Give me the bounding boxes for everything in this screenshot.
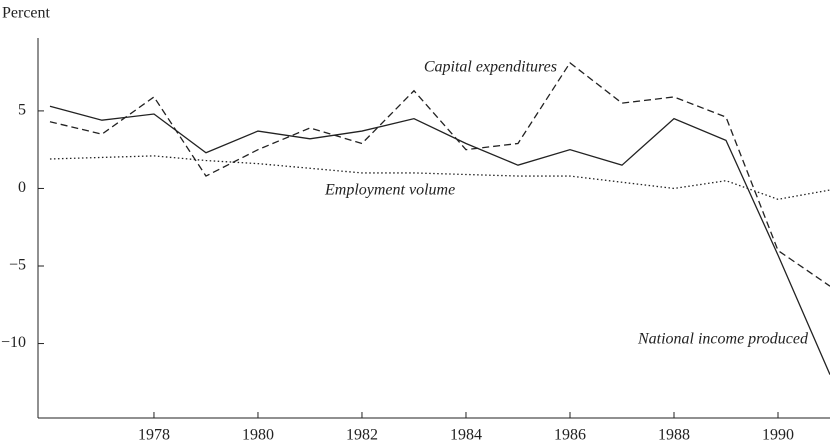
y-tick-label: 5 (18, 102, 26, 119)
y-tick-label: 0 (18, 179, 26, 196)
x-tick-label: 1984 (450, 427, 482, 444)
y-tick-label: −10 (1, 334, 26, 351)
y-axis-label: Percent (2, 5, 51, 22)
series-line (49, 105, 830, 375)
x-tick-label: 1980 (242, 427, 274, 444)
series-label: Employment volume (324, 182, 455, 199)
y-tick-label: −5 (9, 257, 26, 274)
x-tick-label: 1982 (346, 427, 378, 444)
series-label: Capital expenditures (424, 59, 557, 76)
x-tick-label: 1978 (138, 427, 170, 444)
x-tick-label: 1986 (554, 427, 586, 444)
x-tick-label: 1990 (762, 427, 794, 444)
series-label: National income produced (637, 331, 809, 348)
series-line (49, 61, 830, 287)
x-tick-label: 1988 (658, 427, 690, 444)
